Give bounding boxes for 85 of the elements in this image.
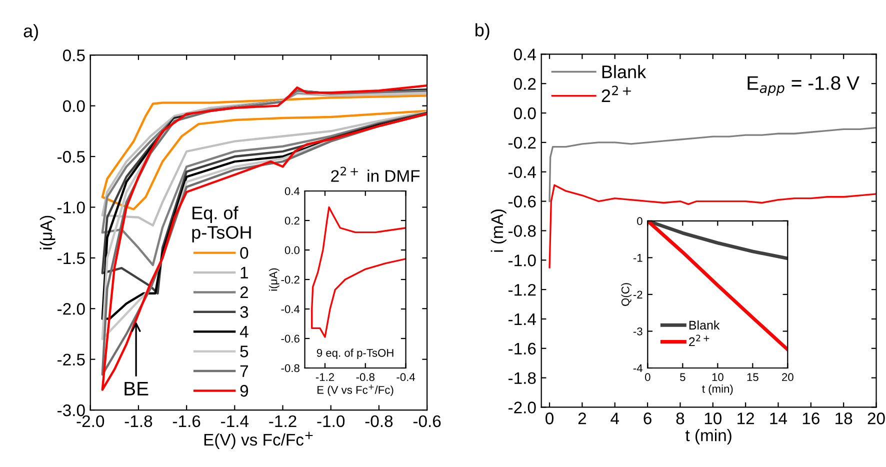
y-axis-title: i(μA) xyxy=(40,216,56,250)
legend-label: Blank xyxy=(602,65,646,78)
legend-label: 5 xyxy=(240,346,248,358)
y-tick-label: 0.4 xyxy=(284,187,300,196)
x-axis-title: t (min) xyxy=(702,384,733,395)
y-tick-label: 0.2 xyxy=(514,78,536,90)
legend-label: 0 xyxy=(240,247,248,259)
annotation: BE xyxy=(124,382,148,396)
x-tick-label: 14 xyxy=(770,412,788,424)
x-axis-title: E(V) vs Fc/Fc$^{+}$ xyxy=(204,432,313,449)
x-tick-label: -0.8 xyxy=(356,373,374,382)
x-tick-label: 20 xyxy=(868,412,885,424)
annotation: 2$^{2+}$ in DMF xyxy=(331,166,420,182)
annotation: E$_{app}$ = -1.8 V xyxy=(748,76,860,96)
y-tick-label: 0 xyxy=(637,217,642,226)
y-tick-label: -0.4 xyxy=(281,305,300,314)
x-tick-label: 10 xyxy=(704,412,722,424)
legend-label: 2 xyxy=(240,286,248,298)
annotation: 9 eq. of p-TsOH xyxy=(316,348,394,360)
x-tick-label: -0.8 xyxy=(365,415,393,428)
x-tick-label: -1.6 xyxy=(172,415,200,428)
legend-label: 2$^{2+}$ xyxy=(602,86,631,102)
x-tick-label: 5 xyxy=(680,373,686,382)
y-tick-label: -0.4 xyxy=(508,166,536,178)
y-tick-label: -1.5 xyxy=(58,252,85,264)
y-tick-label: -1.2 xyxy=(508,284,536,296)
y-tick-label: -1.4 xyxy=(508,314,536,325)
y-tick-label: -2.0 xyxy=(508,402,536,414)
x-tick-label: 18 xyxy=(836,412,852,424)
y-tick-label: -0.6 xyxy=(508,196,536,208)
y-tick-label: 0.0 xyxy=(514,107,536,120)
y-tick-label: -0.5 xyxy=(58,150,85,163)
x-tick-label: -1.0 xyxy=(317,415,345,428)
y-tick-label: -0.8 xyxy=(508,225,536,237)
y-tick-label: 0.0 xyxy=(284,246,300,254)
y-tick-label: -2.5 xyxy=(58,354,85,366)
x-tick-label: 10 xyxy=(712,373,724,382)
y-axis-title: i (mA) xyxy=(490,210,506,252)
x-tick-label: 12 xyxy=(738,412,754,424)
legend-label: 7 xyxy=(240,365,248,377)
y-tick-label: -1.0 xyxy=(58,202,85,214)
y-tick-label: -0.2 xyxy=(281,276,300,284)
y-tick-label: -0.2 xyxy=(508,136,536,149)
y-tick-label: -1 xyxy=(633,254,642,262)
x-tick-label: -1.2 xyxy=(316,373,334,381)
y-tick-label: 0.0 xyxy=(62,100,85,112)
legend-title: Eq. of p-TsOH xyxy=(192,206,251,242)
chart-title: b) xyxy=(476,23,490,40)
x-tick-label: -0.6 xyxy=(413,415,441,428)
y-tick-label: -0.8 xyxy=(281,364,300,372)
legend-label: 9 xyxy=(240,384,248,397)
x-axis-title: E (V vs Fc$^{+}$/Fc) xyxy=(318,384,394,396)
y-tick-label: -1.0 xyxy=(508,254,536,266)
y-tick-label: -2 xyxy=(633,290,642,298)
y-tick-label: 0.4 xyxy=(514,48,536,60)
legend-label: Blank xyxy=(689,320,720,330)
y-tick-label: -0.6 xyxy=(281,334,300,343)
y-tick-label: -2.0 xyxy=(58,303,85,315)
x-axis-title: t (min) xyxy=(685,429,732,445)
x-tick-label: -1.4 xyxy=(221,416,249,427)
y-axis-title: i(μA) xyxy=(269,268,280,291)
x-tick-label: -1.8 xyxy=(124,415,152,428)
y-tick-label: -4 xyxy=(633,364,642,372)
x-tick-label: 0 xyxy=(645,373,650,382)
legend-label: 3 xyxy=(240,306,248,318)
legend-label: 2$^{2+}$ xyxy=(689,334,710,346)
x-tick-label: 8 xyxy=(676,412,684,424)
y-tick-label: -3.0 xyxy=(58,404,85,416)
x-tick-label: 20 xyxy=(782,373,794,382)
chart-title: a) xyxy=(24,24,38,41)
y-tick-label: 0.2 xyxy=(284,216,300,225)
x-tick-label: 15 xyxy=(747,373,758,382)
y-tick-label: -3 xyxy=(633,327,642,336)
y-tick-label: -1.6 xyxy=(508,342,536,355)
legend-label: 1 xyxy=(240,266,248,278)
legend-label: 4 xyxy=(240,326,248,338)
x-tick-label: 4 xyxy=(610,412,620,424)
x-tick-label: 16 xyxy=(802,412,820,424)
x-tick-label: 6 xyxy=(644,412,652,424)
x-tick-label: 2 xyxy=(578,412,586,424)
y-axis-title: Q(C) xyxy=(621,283,632,306)
y-tick-label: 0.5 xyxy=(62,50,85,62)
x-tick-label: -0.4 xyxy=(396,373,416,382)
x-tick-label: 0 xyxy=(546,412,554,424)
x-tick-label: -2.0 xyxy=(76,415,104,428)
